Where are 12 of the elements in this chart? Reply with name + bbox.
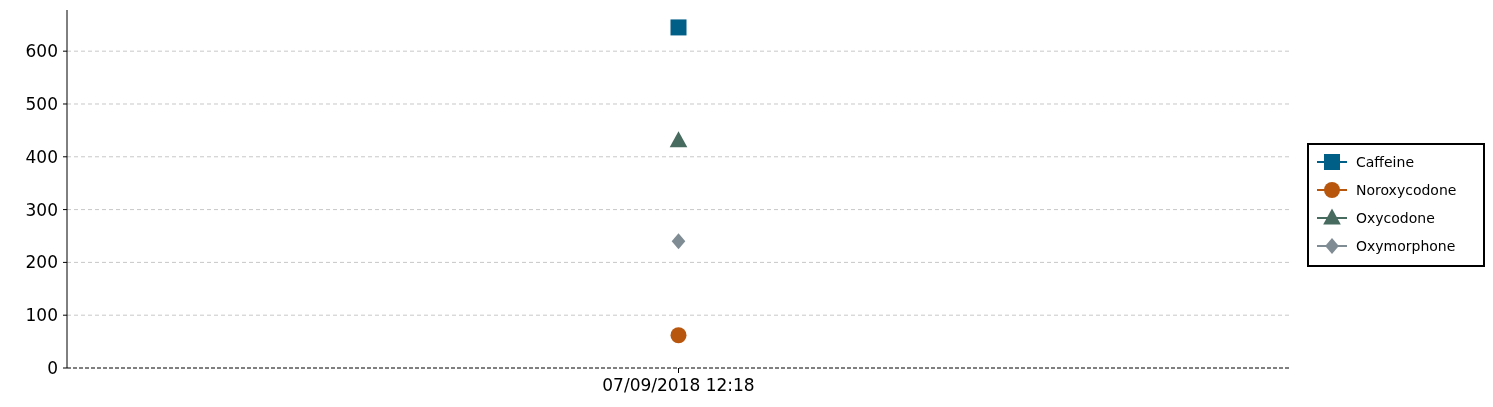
legend-label: Oxymorphone bbox=[1356, 237, 1456, 254]
y-tick-label: 100 bbox=[25, 305, 58, 326]
legend-label: Oxycodone bbox=[1356, 209, 1435, 226]
y-tick-label: 0 bbox=[47, 357, 58, 378]
y-tick-label: 300 bbox=[25, 199, 58, 220]
legend-label: Noroxycodone bbox=[1356, 181, 1457, 198]
y-tick-label: 500 bbox=[25, 93, 58, 114]
x-tick-label: 07/09/2018 12:18 bbox=[602, 375, 755, 395]
y-tick-label: 600 bbox=[25, 41, 58, 62]
y-tick-label: 200 bbox=[25, 252, 58, 273]
y-tick-label: 400 bbox=[25, 146, 58, 167]
legend-label: Caffeine bbox=[1356, 153, 1414, 170]
